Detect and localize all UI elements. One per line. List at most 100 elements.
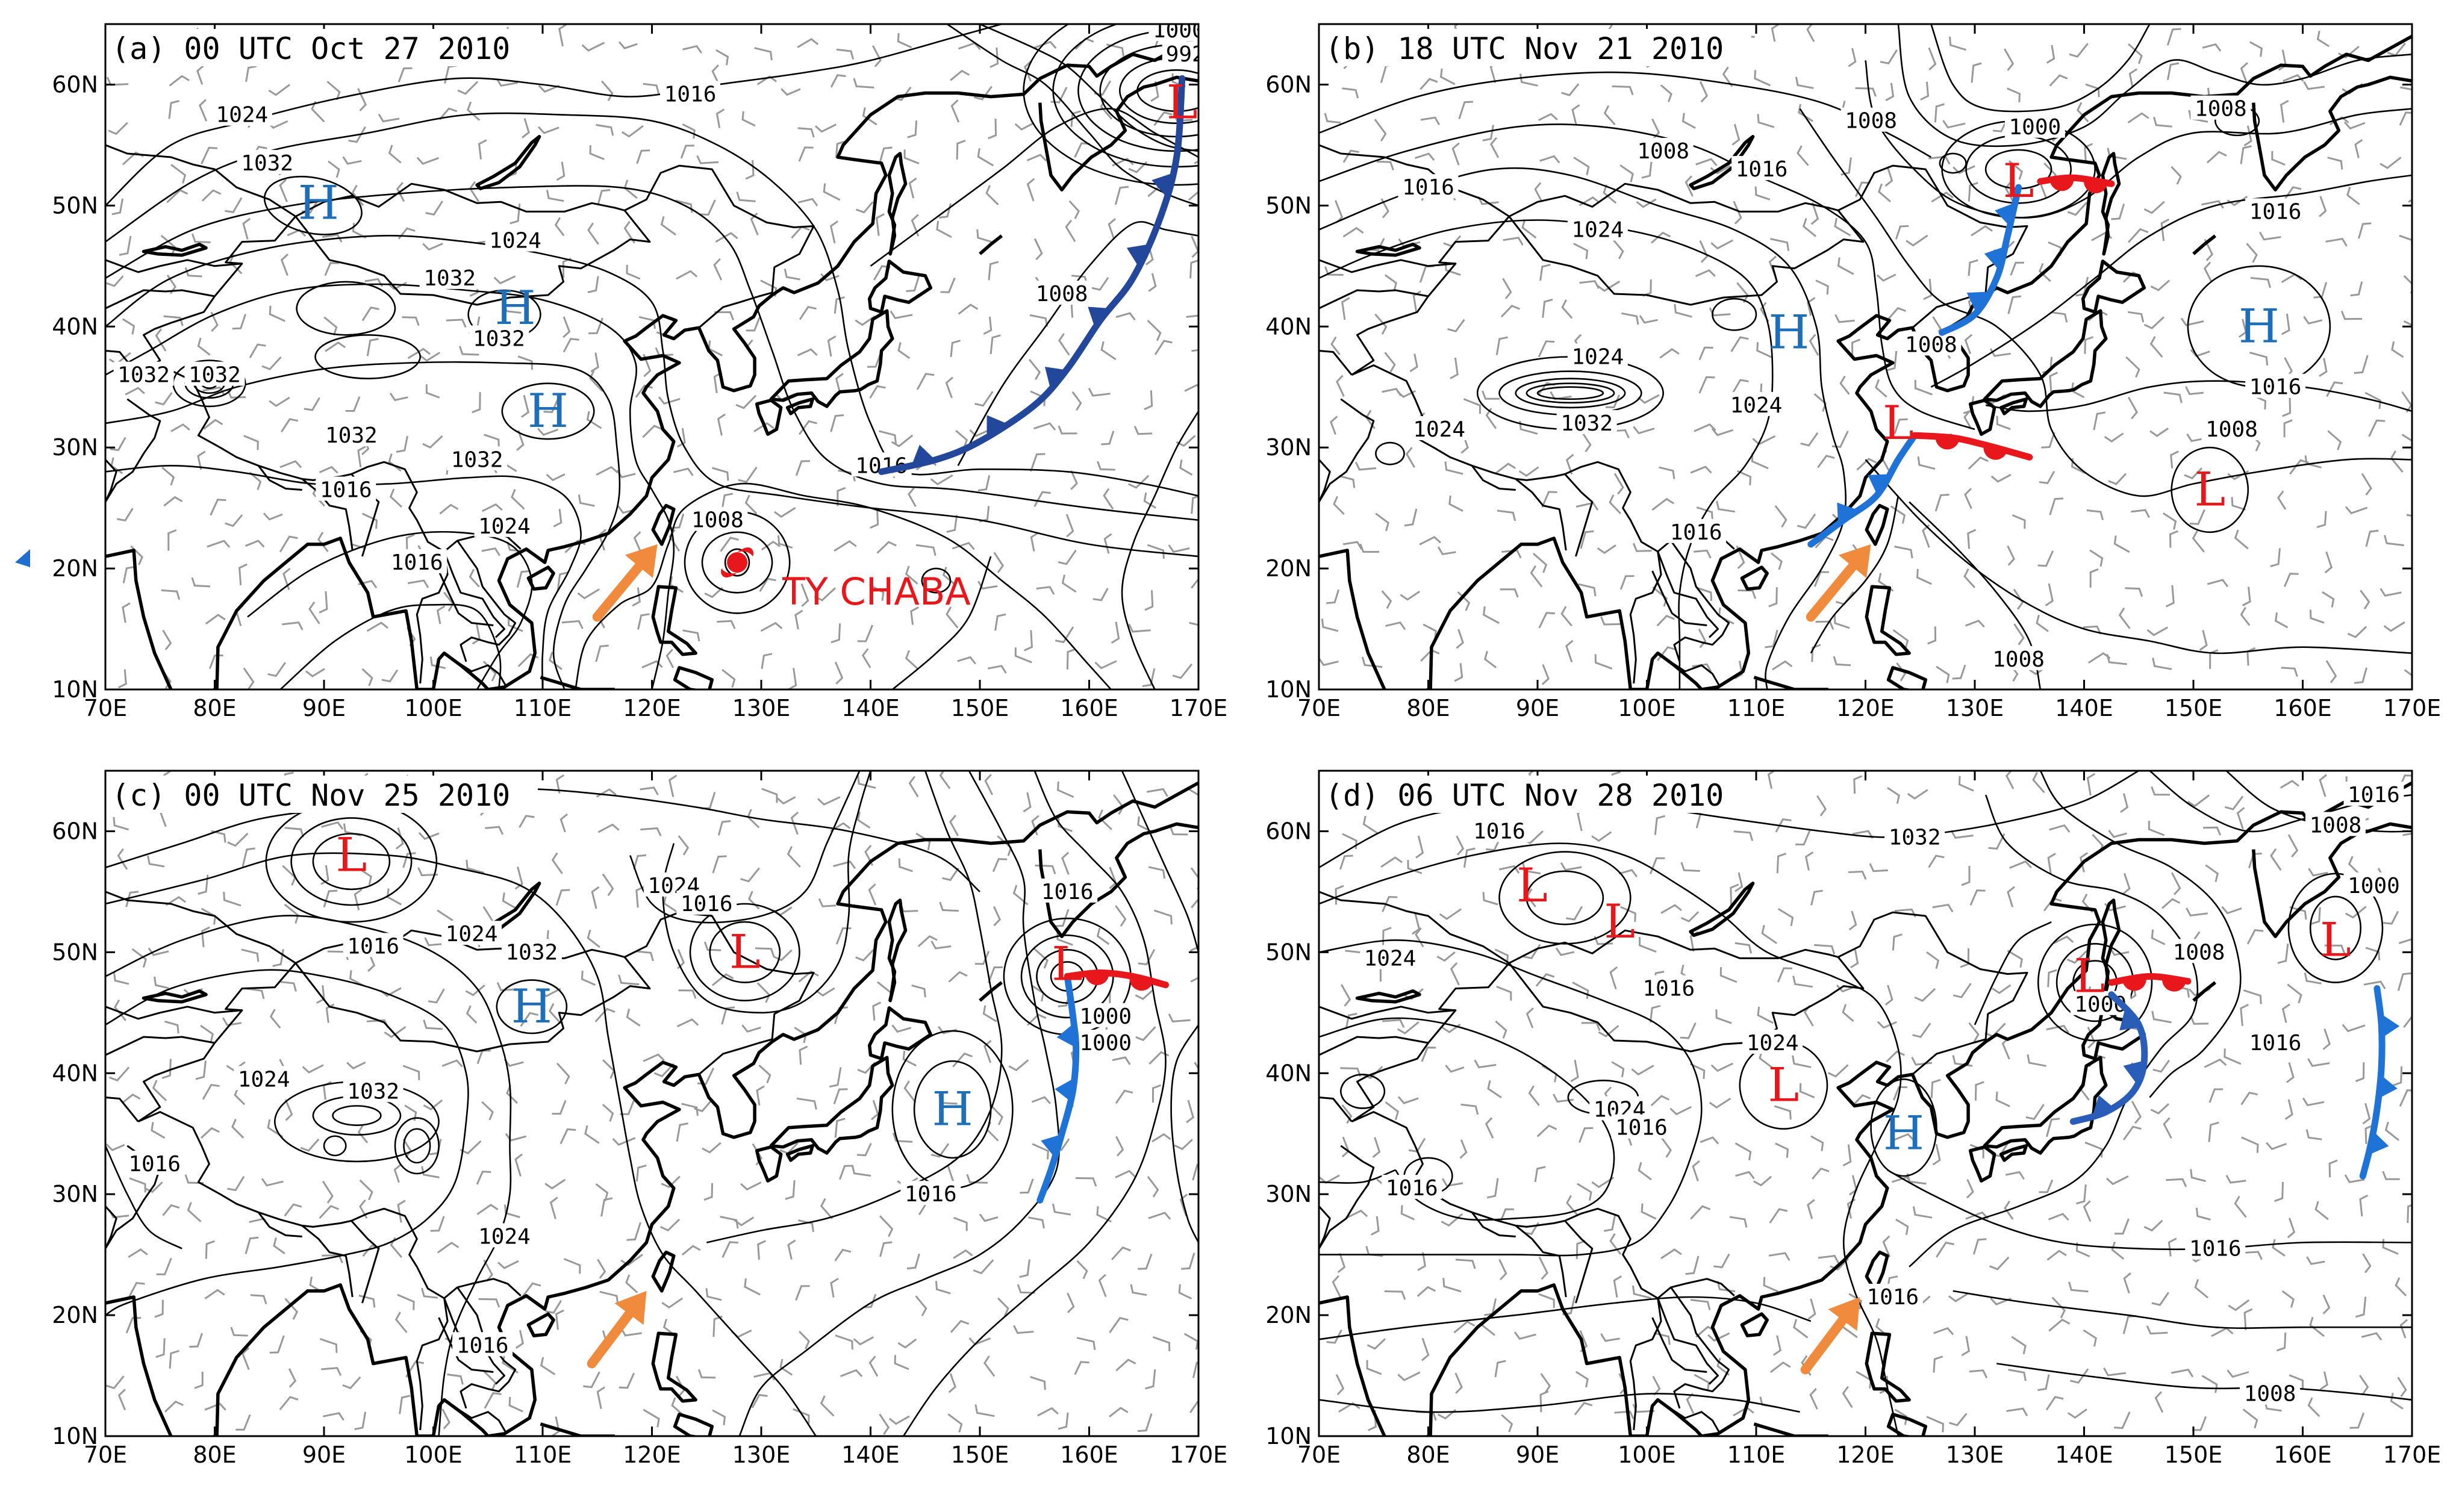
coastline-shikoku xyxy=(785,397,815,415)
wind-barb xyxy=(1345,1209,1368,1219)
fronts xyxy=(878,75,1186,475)
wind-barb xyxy=(2307,1058,2330,1067)
wind-barb xyxy=(974,391,994,407)
wind-barb xyxy=(1400,590,1421,601)
wind-barb xyxy=(1933,1355,1943,1373)
wind-barb xyxy=(1948,1293,1968,1302)
isobar-closed xyxy=(1118,57,1198,125)
isobar-line xyxy=(105,464,582,689)
wind-barb xyxy=(1992,984,2012,994)
wind-barb xyxy=(1932,903,1954,913)
wind-barb xyxy=(969,429,990,437)
wind-barb xyxy=(2397,972,2412,991)
isobar-label: 1016 xyxy=(320,478,372,503)
lat-tick-label: 10N xyxy=(1265,1423,1312,1449)
wind-barb xyxy=(1613,1275,1622,1298)
wind-barb xyxy=(2361,1332,2383,1341)
wind-barb xyxy=(891,434,914,447)
wind-barb xyxy=(1092,588,1109,602)
wind-barb xyxy=(556,1062,570,1084)
wind-barb xyxy=(1641,1203,1657,1220)
flow-arrow xyxy=(1800,1296,1860,1375)
wind-barb xyxy=(546,190,564,202)
wind-barb xyxy=(1115,1089,1133,1104)
wind-barb xyxy=(1710,165,1731,175)
arrow-head xyxy=(625,544,658,579)
wind-barb xyxy=(1834,314,1855,323)
low-pressure-center: L xyxy=(1516,859,1548,913)
wind-barb xyxy=(1098,1274,1107,1298)
wind-barb xyxy=(496,78,519,87)
wind-barb xyxy=(661,1175,681,1189)
cold-front-triangle xyxy=(1055,1078,1074,1103)
wind-barb xyxy=(712,467,729,481)
wind-barb xyxy=(1339,475,1356,488)
wind-barb xyxy=(1074,1361,1089,1375)
typhoon-eye xyxy=(727,552,748,573)
wind-barb xyxy=(204,1402,226,1411)
wind-barb xyxy=(1695,269,1716,278)
isobar-label: 1008 xyxy=(1036,282,1088,306)
wind-barb xyxy=(1995,1091,2010,1107)
wind-barb xyxy=(833,1088,848,1104)
wind-barb xyxy=(1692,1160,1700,1181)
wind-barb xyxy=(539,988,561,998)
wind-barb xyxy=(128,1248,148,1258)
wind-barb xyxy=(2345,906,2367,919)
lat-tick-label: 10N xyxy=(1265,676,1312,703)
isobar-label: 1016 xyxy=(2249,375,2302,400)
isobar-label: 1008 xyxy=(2205,417,2258,442)
wind-barb xyxy=(2397,1377,2407,1398)
wind-barb xyxy=(2077,102,2089,123)
coastline-kyushu xyxy=(1968,1145,1996,1183)
wind-barb xyxy=(1152,1084,1162,1103)
wind-barb xyxy=(422,243,443,251)
wind-barb xyxy=(623,220,635,244)
wind-barb xyxy=(626,1222,641,1241)
wind-barb xyxy=(1482,390,1500,400)
wind-barb xyxy=(322,1412,344,1421)
isobar-label-bg xyxy=(2185,1235,2246,1260)
isobar-label: 1024 xyxy=(1730,393,1783,418)
wind-barb xyxy=(1710,239,1733,250)
wind-barb xyxy=(2013,623,2025,646)
coastline-sakhalin xyxy=(887,152,908,256)
wind-barb xyxy=(798,420,817,435)
wind-barb xyxy=(1699,81,1709,103)
wind-barb xyxy=(1875,379,1887,398)
wind-barb xyxy=(974,951,990,965)
wind-barb xyxy=(2277,490,2287,510)
wind-barb xyxy=(2045,1118,2060,1137)
wind-barb xyxy=(388,453,402,472)
wind-barb xyxy=(422,435,443,449)
wind-barb xyxy=(1698,346,1713,361)
coastline-honshu xyxy=(1983,1056,2108,1155)
wind-barb xyxy=(210,311,219,332)
wind-barb xyxy=(2309,609,2325,624)
coastline-hainan xyxy=(526,565,555,591)
wind-barb xyxy=(1697,586,1713,601)
wind-barb xyxy=(1685,1255,1700,1275)
wind-barb xyxy=(447,1374,464,1385)
wind-barb xyxy=(856,811,871,829)
warm-front-semicircle xyxy=(1129,975,1153,991)
isobar-line xyxy=(1319,167,1847,689)
isobar-label: 1016 xyxy=(681,892,733,916)
isobar-label-bg xyxy=(1382,1175,1442,1199)
wind-barb xyxy=(1659,466,1675,479)
wind-barb xyxy=(855,949,874,962)
wind-barb xyxy=(2347,626,2367,638)
wind-barb xyxy=(169,1349,179,1369)
wind-barb xyxy=(514,1153,523,1177)
country-border xyxy=(443,551,505,638)
isobar-label-bg xyxy=(2343,872,2404,897)
wind-barb xyxy=(1638,1162,1652,1181)
wind-barb xyxy=(2083,1329,2097,1347)
isobar-label-bg xyxy=(343,933,404,957)
wind-barb xyxy=(1342,541,1363,550)
wind-barb xyxy=(1459,1139,1468,1159)
wind-barb xyxy=(162,629,172,650)
wind-barb xyxy=(2049,497,2064,515)
lon-tick-label: 100E xyxy=(404,695,463,721)
wind-barb xyxy=(1539,155,1560,164)
